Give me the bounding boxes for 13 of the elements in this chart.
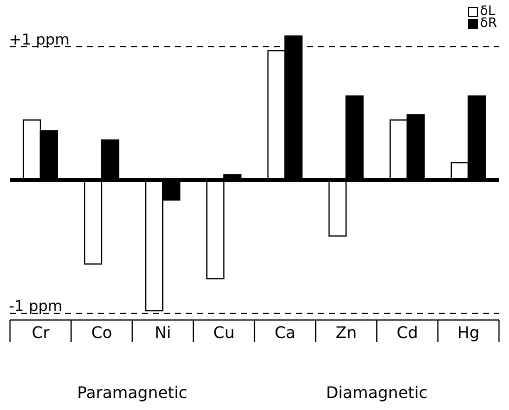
x-tick-label: Hg	[457, 323, 480, 342]
x-tick-label: Co	[91, 323, 112, 342]
x-tick-label: Cd	[396, 323, 418, 342]
x-tick-label: Cu	[213, 323, 235, 342]
ref-line-label: -1 ppm	[9, 296, 62, 315]
ref-line-label: +1 ppm	[9, 30, 70, 48]
x-tick-label: Ca	[274, 323, 296, 342]
text: Diamagnetic	[324, 383, 429, 402]
x-tick-label: Zn	[336, 323, 357, 342]
legend-label: δR	[480, 16, 497, 31]
x-tick-label: Ni	[154, 323, 172, 342]
text: Paramagnetic	[76, 383, 188, 402]
x-tick-label: Cr	[32, 323, 50, 342]
